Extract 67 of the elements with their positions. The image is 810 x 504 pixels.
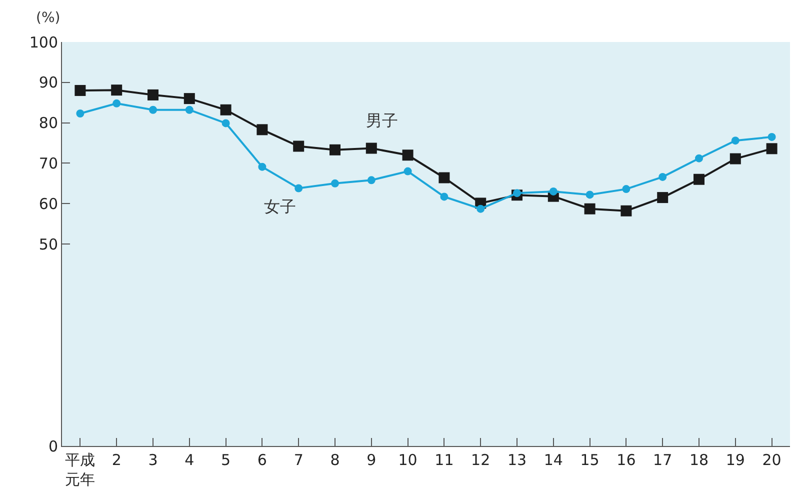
y-tick-label: 60: [38, 194, 58, 213]
y-tick-label: 0: [48, 437, 58, 456]
x-tick-label: 16: [616, 451, 636, 469]
point: [222, 119, 230, 128]
point: [330, 144, 340, 156]
point: [622, 185, 630, 194]
y-tick-label: 100: [29, 33, 58, 52]
point: [549, 187, 558, 196]
x-tick-label: 10: [398, 451, 418, 469]
point: [112, 99, 121, 108]
point: [76, 110, 84, 118]
point: [293, 140, 304, 152]
point: [584, 203, 596, 214]
point: [695, 154, 703, 162]
point: [111, 84, 122, 96]
point: [440, 192, 448, 201]
y-tick-label: 80: [38, 114, 58, 132]
x-tick-label: 6: [257, 451, 267, 469]
point: [148, 89, 158, 100]
x-tick-label: 11: [434, 451, 454, 469]
y-tick-label: 70: [38, 154, 58, 172]
point: [731, 136, 740, 145]
x-tick-label: 17: [653, 451, 672, 469]
point: [74, 84, 86, 96]
x-tick-label: 13: [507, 451, 527, 469]
x-tick-label: 14: [544, 451, 563, 469]
point: [366, 142, 377, 154]
point: [294, 184, 303, 192]
point: [220, 104, 232, 116]
point: [768, 132, 776, 141]
point: [476, 204, 485, 213]
x-tick-label: 5: [221, 451, 231, 469]
series-label: 男子: [366, 111, 398, 130]
point: [438, 172, 450, 184]
point: [331, 179, 339, 188]
x-tick-label: 平成元年: [65, 451, 96, 488]
x-tick-label: 18: [689, 451, 709, 469]
x-tick-label: 8: [330, 451, 340, 469]
point: [586, 190, 594, 199]
point: [402, 150, 414, 161]
point: [149, 106, 157, 114]
point: [730, 153, 741, 164]
point: [256, 124, 268, 136]
x-tick-label: 20: [762, 451, 782, 469]
x-tick-label: 2: [112, 451, 122, 469]
x-tick-label: 9: [366, 451, 376, 469]
point: [620, 205, 632, 216]
x-tick-label: 3: [148, 451, 158, 469]
y-tick-label: 90: [38, 74, 58, 92]
x-tick-label: 4: [184, 451, 194, 469]
point: [404, 167, 412, 176]
point: [658, 172, 667, 181]
point: [185, 106, 194, 114]
point: [367, 176, 376, 184]
y-axis-title: (%): [36, 10, 60, 26]
point: [258, 162, 266, 171]
point: [513, 189, 521, 198]
point: [657, 192, 668, 204]
y-tick-label: 50: [38, 235, 58, 254]
x-tick-label: 7: [294, 451, 304, 469]
point: [694, 174, 704, 185]
point: [766, 143, 778, 154]
point: [184, 93, 195, 104]
x-tick-label: 19: [726, 451, 745, 469]
series-label: 女子: [264, 197, 296, 216]
x-tick-label: 12: [471, 451, 490, 469]
x-tick-label: 15: [580, 451, 600, 469]
